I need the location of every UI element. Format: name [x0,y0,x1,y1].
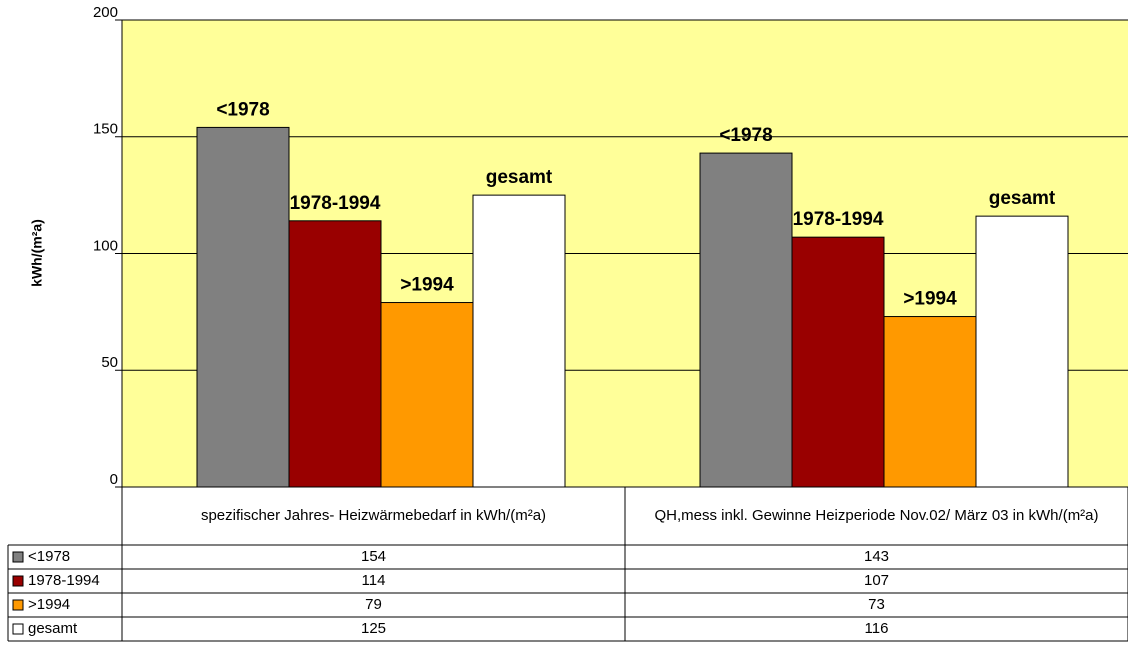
y-tick-label: 200 [93,4,118,21]
x-tick-label: QH,mess inkl. Gewinne Heizperiode Nov.02… [654,507,1099,524]
data-label: gesamt [989,188,1056,209]
legend-label: gesamt [28,620,78,637]
table-value: 107 [864,572,889,589]
bar [196,126,290,488]
bar [288,220,382,488]
legend-label: <1978 [28,548,70,565]
table-value: 143 [864,548,889,565]
y-tick-label: 50 [101,354,118,371]
bar [883,316,977,488]
table-value: 116 [865,620,889,637]
legend-key [12,623,24,635]
table-value: 79 [365,596,382,613]
legend-key [12,599,24,611]
y-tick-label: 150 [93,121,118,138]
x-tick-label: spezifischer Jahres- Heizwärmebedarf in … [200,507,547,524]
table-value: 154 [361,548,386,565]
data-label: <1978 [719,125,772,146]
table-value: 73 [868,596,885,613]
legend-label: 1978-1994 [28,572,100,589]
y-tick-label: 100 [93,237,118,254]
y-tick-label: 0 [110,471,118,488]
data-label: >1994 [903,289,957,310]
bar [791,236,885,488]
legend-key [12,575,24,587]
bar [699,152,793,488]
y-axis-label: kWh/(m²a) [29,219,45,287]
data-label: 1978-1994 [290,193,381,214]
table-value: 114 [362,572,386,589]
bar [472,194,566,488]
data-label: gesamt [486,167,553,188]
legend-label: >1994 [28,596,70,613]
legend-key [12,551,24,563]
bar [975,215,1069,488]
table-value: 125 [361,620,386,637]
data-label: <1978 [216,99,269,120]
category-cell: QH,mess inkl. Gewinne Heizperiode Nov.02… [654,507,1099,524]
bar [380,302,474,488]
category-cell: spezifischer Jahres- Heizwärmebedarf in … [200,507,547,524]
data-label: 1978-1994 [793,209,884,230]
data-label: >1994 [400,275,454,296]
